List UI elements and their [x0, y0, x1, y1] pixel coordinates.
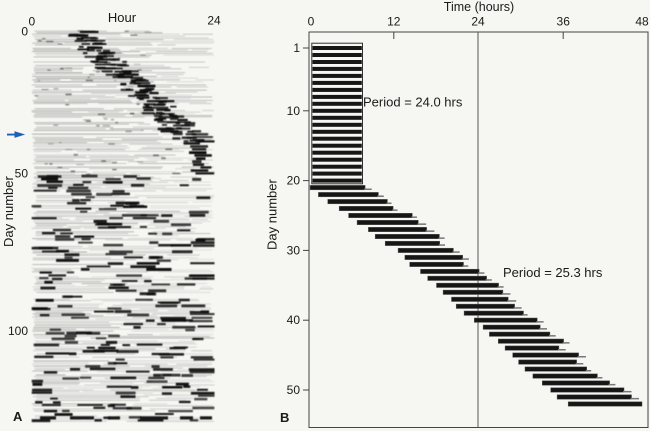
svg-text:Day number: Day number — [1, 176, 16, 247]
svg-text:10: 10 — [287, 104, 301, 118]
svg-text:Period = 25.3 hrs: Period = 25.3 hrs — [503, 265, 603, 280]
svg-text:Period = 24.0 hrs: Period = 24.0 hrs — [363, 95, 463, 110]
svg-text:A: A — [13, 409, 23, 424]
svg-text:0: 0 — [29, 15, 36, 29]
svg-text:B: B — [280, 410, 289, 425]
svg-text:36: 36 — [557, 15, 571, 29]
svg-text:1: 1 — [293, 41, 300, 55]
svg-text:0: 0 — [308, 15, 315, 29]
svg-text:24: 24 — [471, 15, 485, 29]
svg-text:12: 12 — [387, 15, 401, 29]
svg-text:Time (hours): Time (hours) — [444, 0, 514, 14]
svg-text:30: 30 — [287, 243, 301, 257]
svg-text:Hour: Hour — [108, 10, 137, 25]
svg-text:50: 50 — [15, 167, 29, 181]
svg-text:24: 24 — [207, 14, 221, 28]
svg-text:50: 50 — [287, 383, 301, 397]
svg-text:48: 48 — [635, 15, 649, 29]
svg-text:100: 100 — [8, 324, 28, 338]
svg-text:Day number: Day number — [265, 179, 280, 250]
svg-text:0: 0 — [21, 24, 28, 38]
svg-text:20: 20 — [287, 174, 301, 188]
svg-text:40: 40 — [287, 313, 301, 327]
